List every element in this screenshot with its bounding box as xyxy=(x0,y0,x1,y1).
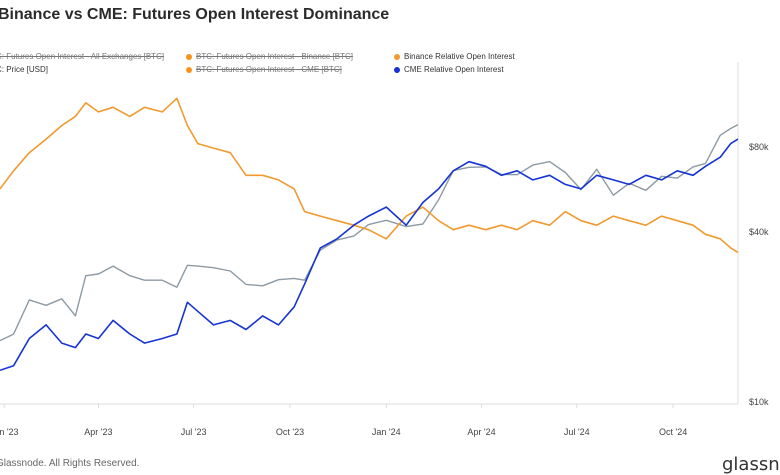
x-tick-label: Apr '23 xyxy=(84,427,112,437)
cme-series-line xyxy=(0,138,739,372)
x-tick-label: Jan '24 xyxy=(372,427,401,437)
x-axis-ticks: Jan '23 Apr '23 Jul '23 Oct '23 Jan '24 Apr '… xyxy=(0,404,687,437)
y-tick-label: $10k xyxy=(749,397,769,407)
legend-item-all-exchanges[interactable]: C: Futures Open Interest - All Exchanges… xyxy=(0,52,164,61)
legend-label: C: Price [USD] xyxy=(0,65,49,74)
y-tick-label: $40k xyxy=(749,227,769,237)
legend-item-cme-oi[interactable]: BTC: Futures Open Interest - CME [BTC] xyxy=(186,65,342,74)
legend-item-binance-oi[interactable]: BTC: Futures Open Interest - Binance [BT… xyxy=(186,52,353,61)
chart-axes xyxy=(0,62,739,405)
legend-label: BTC: Futures Open Interest - CME [BTC] xyxy=(196,65,342,74)
legend-dot-icon xyxy=(186,66,192,73)
x-tick-label: Oct '23 xyxy=(276,427,304,437)
x-tick-label: Jul '24 xyxy=(564,427,590,437)
legend-item-price[interactable]: C: Price [USD] xyxy=(0,65,48,74)
legend-item-cme-relative[interactable]: CME Relative Open Interest xyxy=(394,65,504,74)
legend-label: Binance Relative Open Interest xyxy=(404,52,515,61)
chart-series xyxy=(0,97,739,372)
chart-title: Binance vs CME: Futures Open Interest Do… xyxy=(0,6,390,23)
legend-dot-icon xyxy=(394,53,400,60)
x-tick-label: Oct '24 xyxy=(659,427,687,437)
footer-copyright: Glassnode. All Rights Reserved. xyxy=(0,458,140,469)
y-axis-ticks: $80k $40k $10k xyxy=(749,142,769,407)
y-tick-label: $80k xyxy=(749,142,769,152)
legend-label: BTC: Futures Open Interest - Binance [BT… xyxy=(196,52,353,61)
legend-dot-icon xyxy=(394,66,400,73)
binance-series-line xyxy=(0,97,739,254)
legend-label: C: Futures Open Interest - All Exchanges… xyxy=(0,52,165,61)
price-series-line xyxy=(0,123,739,342)
x-tick-label: Jul '23 xyxy=(181,427,207,437)
chart-legend: C: Futures Open Interest - All Exchanges… xyxy=(0,52,760,82)
x-tick-label: Jan '23 xyxy=(0,427,19,437)
legend-item-binance-relative[interactable]: Binance Relative Open Interest xyxy=(394,52,515,61)
x-tick-label: Apr '24 xyxy=(467,427,495,437)
glassnode-logo: glassn xyxy=(722,454,780,475)
legend-dot-icon xyxy=(186,53,192,60)
legend-label: CME Relative Open Interest xyxy=(404,65,504,74)
